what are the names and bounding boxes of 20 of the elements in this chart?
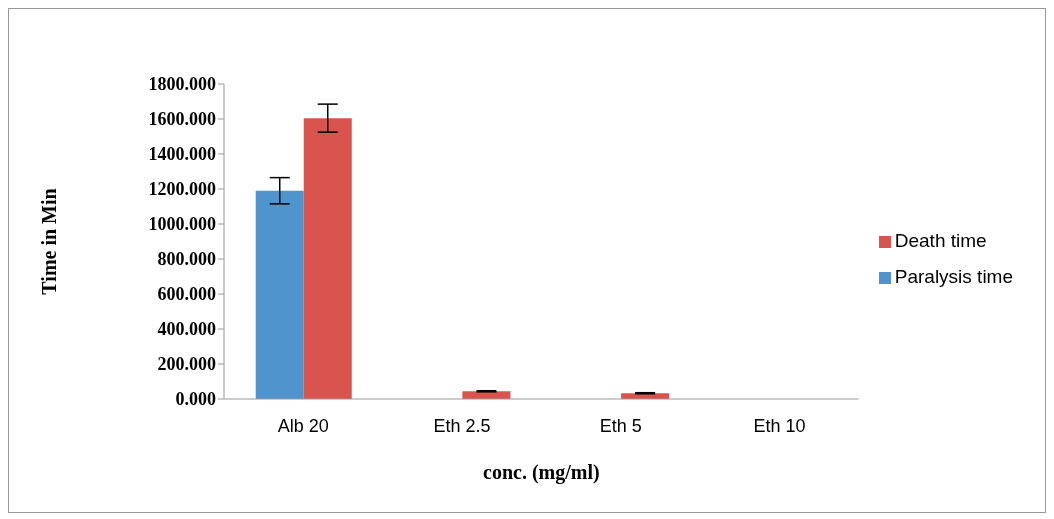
x-tick-label: Eth 2.5 [433,415,491,436]
y-tick-label: 1800.000 [148,74,216,95]
x-tick-label: Alb 20 [277,415,329,436]
y-tick-label: 400.000 [157,319,216,340]
y-tick-label: 1000.000 [148,214,216,235]
y-axis-title: Time in Min [38,188,61,295]
y-tick-label: 1400.000 [148,144,216,165]
x-tick-label: Eth 5 [599,415,642,436]
y-tick-label: 200.000 [157,354,216,375]
y-tick-label: 1600.000 [148,109,216,130]
y-tick-label: 600.000 [157,284,216,305]
bar [303,118,352,399]
legend-label: Paralysis time [894,266,1013,287]
y-tick-label: 1200.000 [148,179,216,200]
bar [255,190,304,399]
x-axis-title: conc. (mg/ml) [483,461,600,484]
y-tick-label: 0.000 [175,389,216,410]
legend-label: Death time [894,230,987,251]
x-tick-label: Eth 10 [753,415,806,436]
y-tick-label: 800.000 [157,249,216,270]
